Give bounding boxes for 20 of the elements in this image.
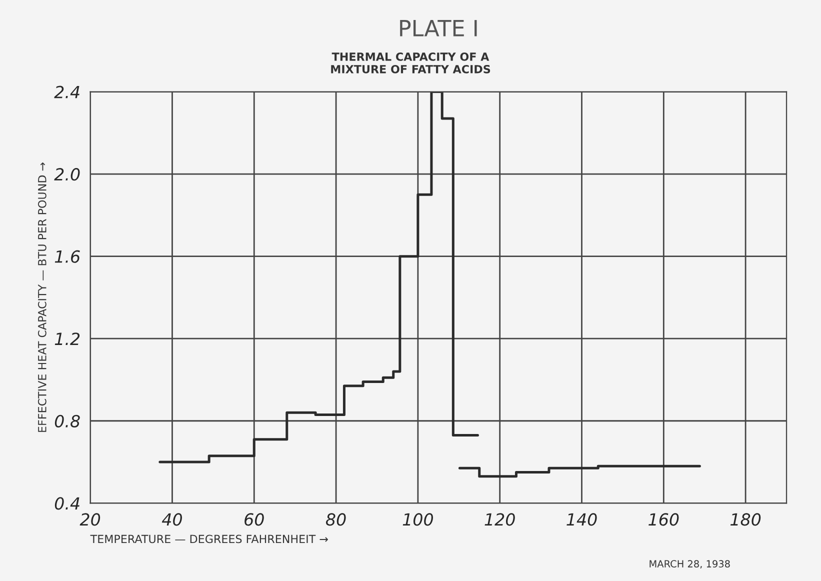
x-tick-label: 180	[730, 513, 761, 526]
y-tick-label: 0.4	[54, 497, 80, 510]
y-tick-label: 2.0	[54, 168, 80, 181]
y-tick-label: 1.2	[54, 332, 80, 345]
x-tick-label: 20	[80, 513, 100, 526]
y-axis-title: EFFECTIVE HEAT CAPACITY — BTU PER POUND →	[38, 162, 46, 432]
chart-subtitle: THERMAL CAPACITY OF A MIXTURE OF FATTY ACIDS	[331, 52, 490, 74]
x-tick-label: 100	[402, 513, 434, 526]
x-tick-label: 80	[326, 513, 346, 526]
y-tick-label: 1.6	[54, 250, 80, 263]
x-axis-title: TEMPERATURE — DEGREES FAHRENHEIT →	[90, 534, 328, 544]
x-tick-label: 60	[244, 513, 264, 526]
x-tick-label: 40	[162, 513, 182, 526]
x-tick-label: 120	[484, 513, 515, 526]
text: MARCH 28, 1938	[650, 560, 730, 568]
y-tick-label: 2.4	[54, 86, 80, 98]
x-tick-label: 160	[648, 513, 679, 526]
chart-title: PLATE I	[400, 20, 477, 36]
x-tick-label: 140	[566, 513, 597, 526]
y-tick-label: 0.8	[54, 414, 80, 428]
